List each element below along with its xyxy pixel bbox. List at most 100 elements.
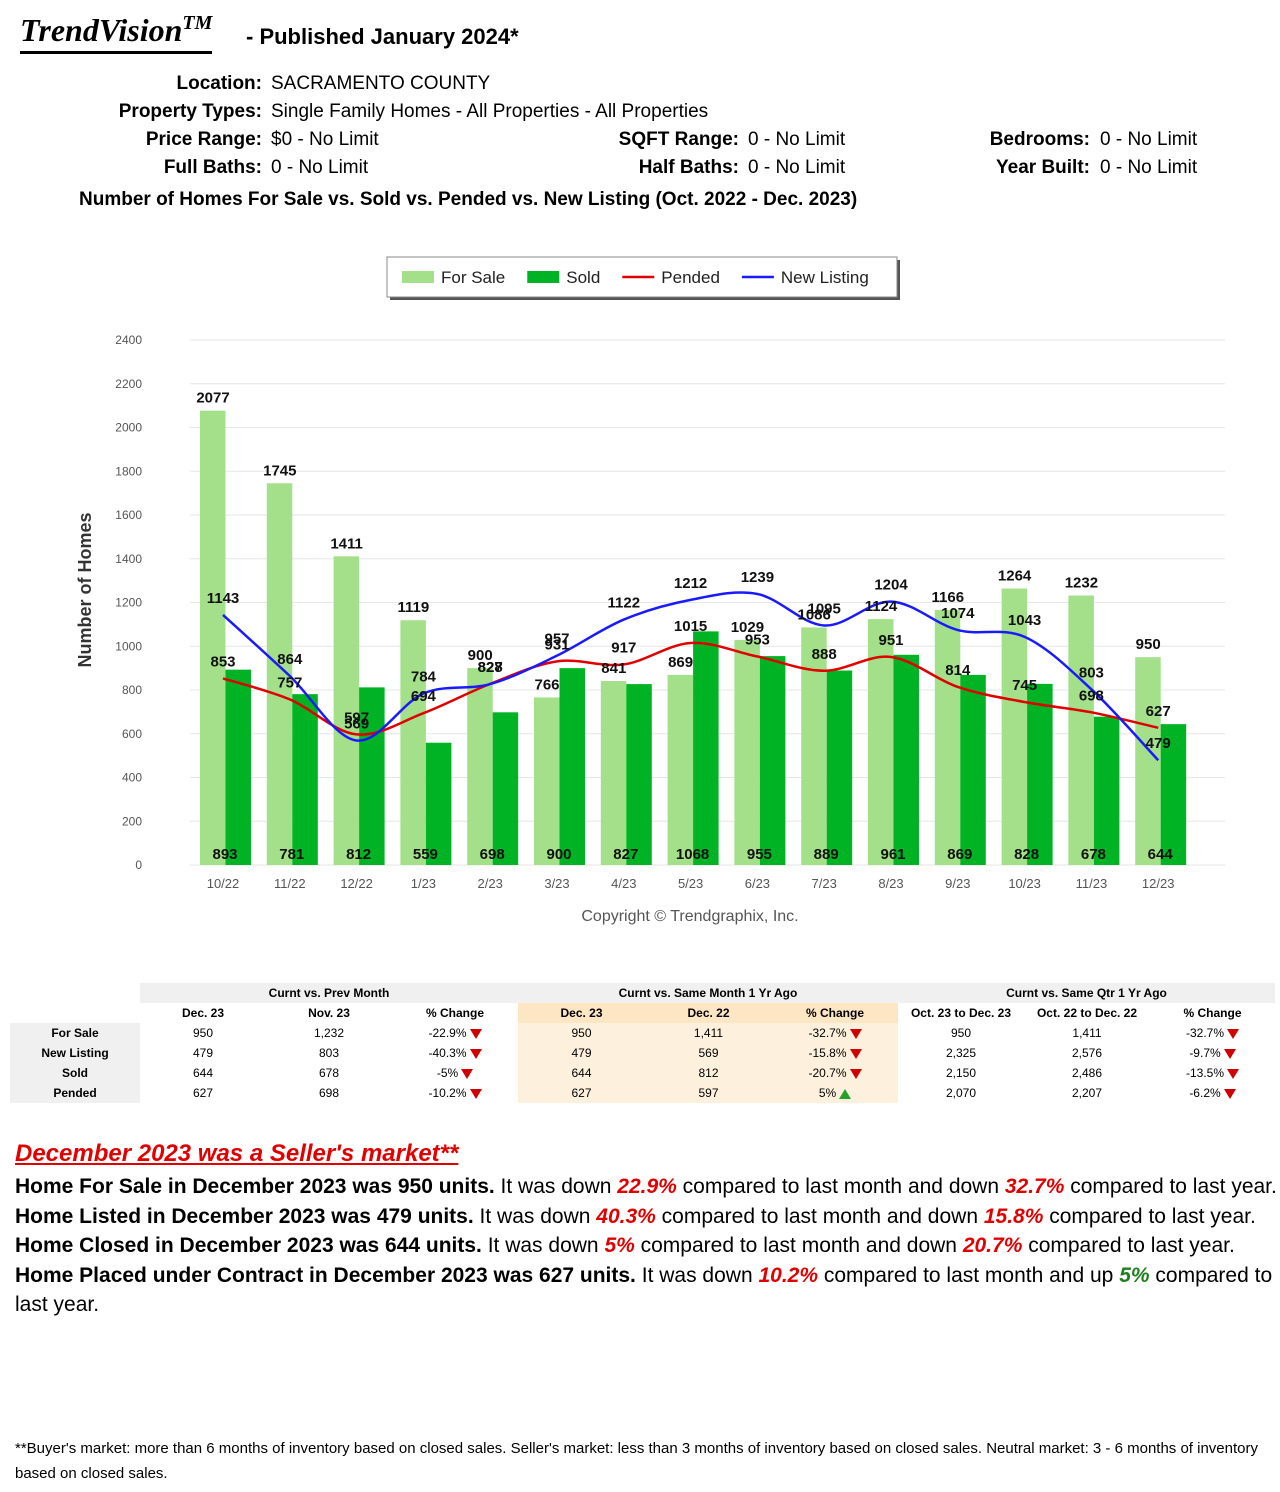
filter-value: 0 - No Limit xyxy=(748,157,846,178)
table-row: Sold 644 678 -5% 644 812 -20.7% 2,150 2,486 -13.5… xyxy=(10,1063,1275,1083)
data-label: 961 xyxy=(880,846,905,863)
cell-text: 644 xyxy=(571,1066,592,1080)
summary-text: compared to last year. xyxy=(1043,1204,1256,1228)
data-label: 1015 xyxy=(674,618,707,635)
x-tick-label: 11/23 xyxy=(1076,876,1108,891)
group-header: Curnt vs. Same Month 1 Yr Ago xyxy=(518,983,898,1003)
column-header: Dec. 22 xyxy=(645,1003,772,1023)
bar xyxy=(559,668,585,865)
data-label: 644 xyxy=(1148,846,1174,863)
filter-value: 0 - No Limit xyxy=(1100,129,1198,150)
table-cell: -32.7% xyxy=(1150,1023,1275,1043)
data-label: 950 xyxy=(1136,636,1161,653)
table-cell: 627 xyxy=(518,1083,645,1103)
x-tick-label: 1/23 xyxy=(411,876,436,891)
x-tick-label: 7/23 xyxy=(812,876,837,891)
table-cell: 597 xyxy=(645,1083,772,1103)
y-tick-label: 1200 xyxy=(115,596,142,610)
bar xyxy=(893,654,919,865)
filter-value: 0 - No Limit xyxy=(271,157,369,178)
row-label: New Listing xyxy=(10,1043,140,1063)
cell-text: 950 xyxy=(192,1026,214,1040)
summary-paragraph: Home For Sale in December 2023 was 950 u… xyxy=(15,1172,1277,1202)
change-arrow xyxy=(461,1068,474,1079)
data-label: 559 xyxy=(413,846,438,863)
table-cell: -15.8% xyxy=(772,1043,898,1063)
cell-text: 950 xyxy=(950,1026,972,1040)
data-label: 1029 xyxy=(731,619,764,636)
summary-text: compared to last year. xyxy=(1022,1234,1235,1257)
bar xyxy=(534,697,560,865)
summary-text: 15.8% xyxy=(983,1204,1044,1228)
column-header: Dec. 23 xyxy=(518,1003,645,1023)
cell-text: 2,070 xyxy=(945,1086,977,1100)
filter-value: SACRAMENTO COUNTY xyxy=(271,73,491,94)
bar xyxy=(934,609,961,865)
bar xyxy=(492,712,519,865)
data-label: 1166 xyxy=(932,589,965,606)
cell-text: -40.3% xyxy=(428,1046,467,1060)
summary-text: 5% xyxy=(1119,1263,1150,1287)
table-cell: 1,411 xyxy=(645,1023,772,1043)
cell-text: 1,232 xyxy=(313,1026,345,1040)
table-cell: 2,576 xyxy=(1024,1043,1150,1063)
group-row: Curnt vs. Prev Month Curnt vs. Same Month… xyxy=(10,983,1275,1003)
data-label: 951 xyxy=(878,632,903,649)
line xyxy=(222,591,1160,762)
filter-label: Price Range: xyxy=(145,129,262,150)
table-cell: -13.5% xyxy=(1150,1063,1275,1083)
bar xyxy=(400,620,426,865)
data-label: 1143 xyxy=(207,590,240,607)
table-cell: 2,207 xyxy=(1024,1083,1150,1103)
data-label: 1232 xyxy=(1065,575,1098,592)
chart: For Sale Sold Pended New Listing Number of … xyxy=(75,256,1225,925)
data-label: 827 xyxy=(613,846,638,863)
filter-label: Full Baths: xyxy=(163,157,262,178)
summary-text: Home Placed under Contract in December 2… xyxy=(15,1263,636,1287)
data-label: 889 xyxy=(814,846,839,863)
cell-text: 5% xyxy=(818,1086,837,1100)
table-cell: 644 xyxy=(140,1063,266,1083)
brand-mark: TM xyxy=(182,12,213,34)
summary-text: compared to last month and up xyxy=(818,1263,1120,1287)
data-label: 917 xyxy=(611,639,636,656)
table-cell: -20.7% xyxy=(772,1063,898,1083)
filter-value: $0 - No Limit xyxy=(271,129,379,150)
table-cell: -22.9% xyxy=(392,1023,518,1043)
x-tick-label: 12/23 xyxy=(1142,876,1175,891)
data-label: 678 xyxy=(1081,846,1106,863)
column-header: Oct. 23 to Dec. 23 xyxy=(910,1006,1012,1020)
data-label: 698 xyxy=(1079,687,1104,704)
table-cell: 698 xyxy=(266,1083,392,1103)
data-label: 812 xyxy=(346,846,371,863)
data-label: 781 xyxy=(279,846,304,863)
table-cell: 1,232 xyxy=(266,1023,392,1043)
bar xyxy=(801,627,827,865)
bar xyxy=(425,742,452,865)
summary-text: 20.7% xyxy=(962,1234,1023,1257)
table-cell: 2,070 xyxy=(898,1083,1024,1103)
x-tick-label: 11/22 xyxy=(274,876,306,891)
summary-paragraph: Home Closed in December 2023 was 644 uni… xyxy=(15,1231,1277,1261)
cell-text: 569 xyxy=(698,1046,719,1060)
row-label: For Sale xyxy=(10,1023,140,1043)
summary-text: compared to last year. xyxy=(15,1263,1273,1317)
data-label: 2077 xyxy=(196,390,229,407)
comparison-table: Curnt vs. Prev Month Curnt vs. Same Month… xyxy=(10,983,1275,1103)
data-label: 814 xyxy=(945,662,971,679)
summary-text: Home Closed in December 2023 was 644 uni… xyxy=(15,1234,482,1257)
table-cell: 479 xyxy=(140,1043,266,1063)
cell-text: 2,576 xyxy=(1071,1046,1103,1060)
data-label: 957 xyxy=(544,631,569,648)
y-tick-label: 2200 xyxy=(115,377,142,391)
bar xyxy=(734,639,760,865)
y-tick-label: 200 xyxy=(122,814,142,828)
data-label: 841 xyxy=(601,660,626,677)
bar xyxy=(467,668,493,865)
legend: For Sale Sold Pended New Listing xyxy=(402,268,869,287)
bar xyxy=(960,674,986,865)
bar xyxy=(1135,657,1161,865)
data-label: 784 xyxy=(411,669,437,686)
change-arrow xyxy=(839,1088,852,1099)
y-tick-label: 1800 xyxy=(115,464,142,478)
